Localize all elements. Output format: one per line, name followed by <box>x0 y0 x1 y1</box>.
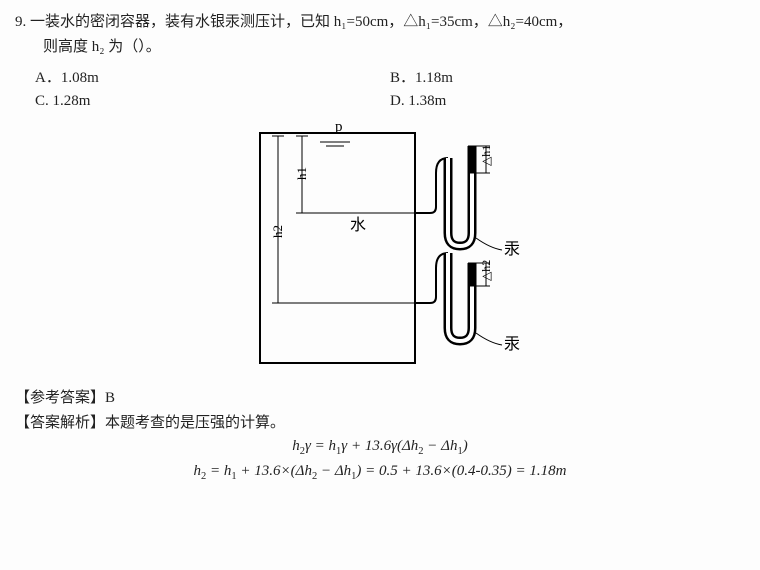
label-h2: h2 <box>270 225 285 238</box>
answer-explain: 【答案解析】本题考查的是压强的计算。 <box>15 411 745 432</box>
question-number: 9. <box>15 14 26 30</box>
option-c: C. 1.28m <box>35 93 390 110</box>
question-line1: 9. 一装水的密闭容器，装有水银汞测压计，已知 h₁=50cm，△h₁=35cm… <box>15 10 745 31</box>
formula-1: h2γ = h1γ + 13.6γ(Δh2 − Δh1) <box>15 438 745 457</box>
option-d: D. 1.38m <box>390 93 745 110</box>
option-b: B．1.18m <box>390 66 745 87</box>
options-grid: A．1.08m B．1.18m C. 1.28m D. 1.38m <box>35 66 745 110</box>
diagram-svg: p h1 h2 水 △h1 汞 △h2 汞 <box>190 118 570 378</box>
label-h1: h1 <box>294 167 309 180</box>
answer-block: 【参考答案】B 【答案解析】本题考查的是压强的计算。 h2γ = h1γ + 1… <box>15 386 745 482</box>
label-mercury-2: 汞 <box>504 336 520 353</box>
option-a: A．1.08m <box>35 66 390 87</box>
label-dh2: △h2 <box>479 260 493 281</box>
diagram-container: p h1 h2 水 △h1 汞 △h2 汞 <box>15 118 745 378</box>
label-dh1: △h1 <box>479 145 493 166</box>
label-water: 水 <box>350 216 366 234</box>
answer-ref: 【参考答案】B <box>15 386 745 407</box>
question-text-1: 一装水的密闭容器，装有水银汞测压计，已知 h₁=50cm，△h₁=35cm，△h… <box>30 14 572 30</box>
question-line2: 则高度 h₂ 为（）。 <box>43 35 745 56</box>
label-mercury-1: 汞 <box>504 241 520 258</box>
formula-2: h2 = h1 + 13.6×(Δh2 − Δh1) = 0.5 + 13.6×… <box>15 463 745 482</box>
label-p: p <box>335 119 343 135</box>
